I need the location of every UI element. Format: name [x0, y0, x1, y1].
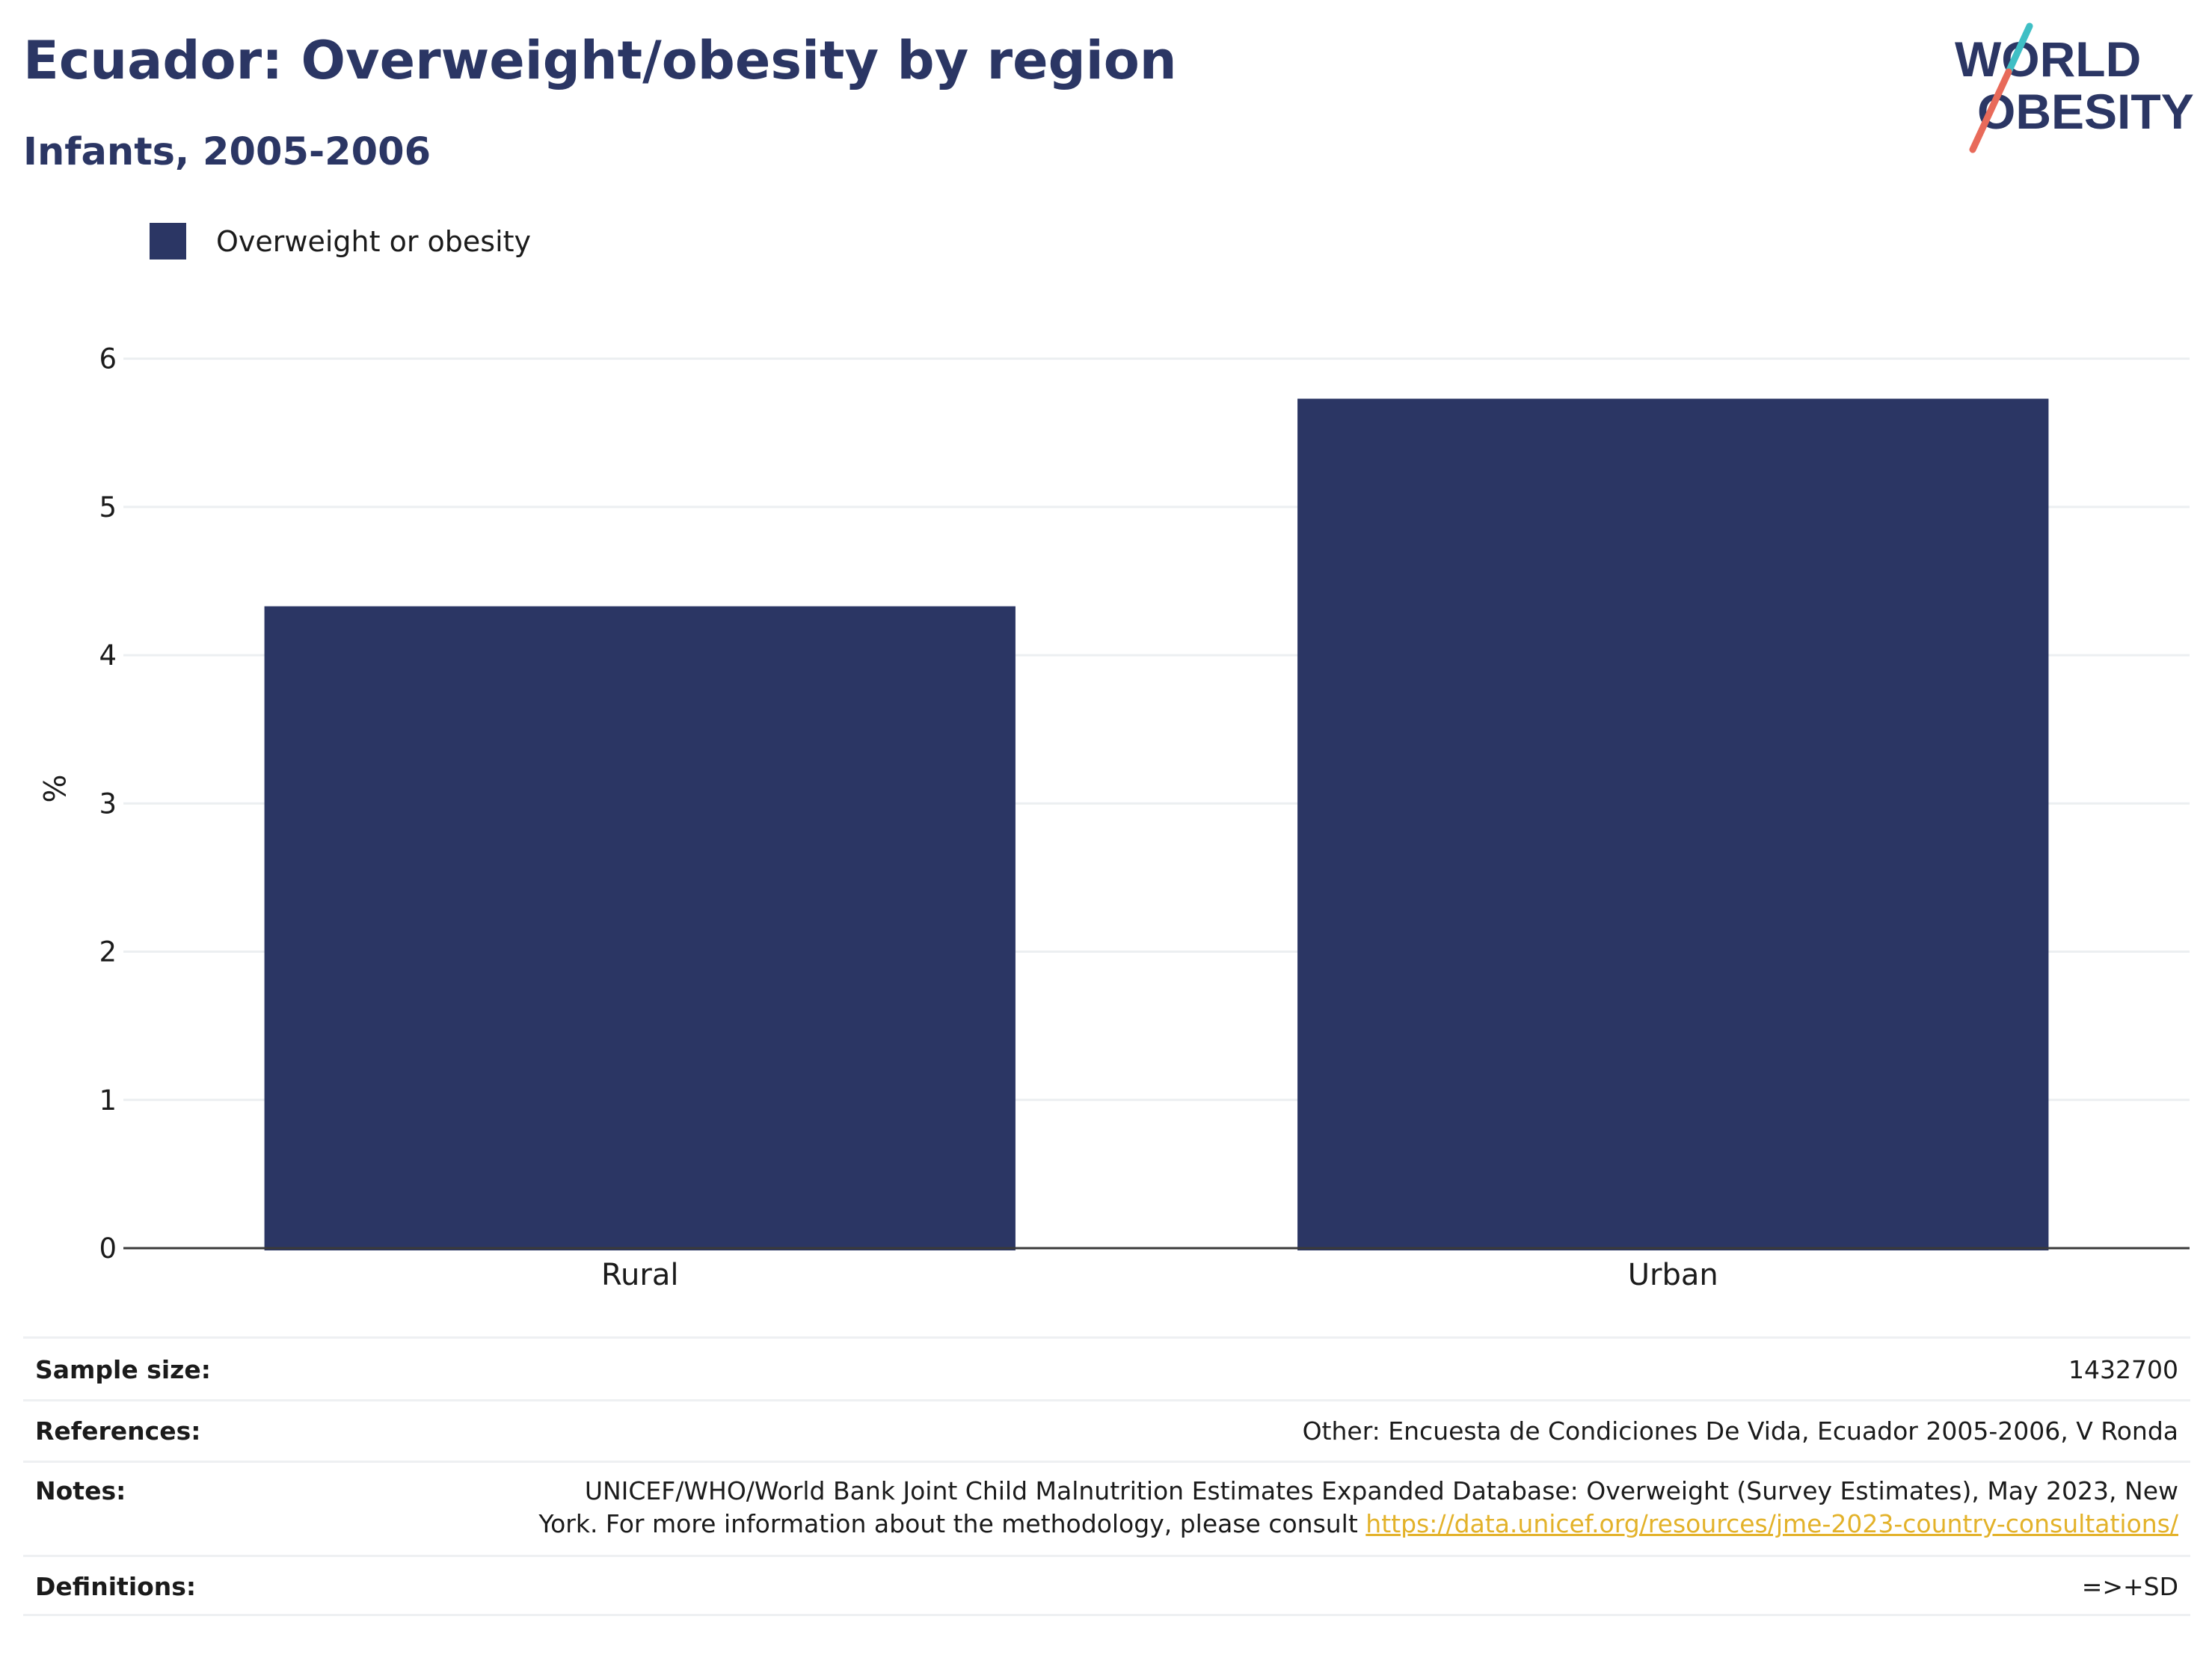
info-row-sample-size: Sample size: 1432700	[23, 1336, 2190, 1399]
x-tick-label: Urban	[1628, 1258, 1718, 1292]
y-tick-label: 5	[99, 491, 117, 523]
legend-swatch	[150, 223, 186, 260]
definitions-value: =>+SD	[2081, 1572, 2178, 1601]
info-row-notes: Notes: UNICEF/WHO/World Bank Joint Child…	[23, 1461, 2190, 1555]
notes-line-2: York. For more information about the met…	[538, 1509, 1358, 1538]
logo-word-world: WORLD	[1955, 31, 2141, 87]
references-value: Other: Encuesta de Condiciones De Vida, …	[1302, 1416, 2178, 1446]
legend: Overweight or obesity	[150, 223, 531, 260]
legend-label: Overweight or obesity	[216, 224, 532, 258]
logo-slash-teal	[2005, 22, 2033, 76]
y-tick-label: 0	[99, 1232, 117, 1265]
references-label: References:	[35, 1416, 201, 1446]
x-tick-label: Rural	[601, 1258, 678, 1292]
notes-line-1: UNICEF/WHO/World Bank Joint Child Malnut…	[584, 1476, 2178, 1505]
y-tick-label: 3	[99, 787, 117, 820]
notes-label: Notes:	[35, 1476, 126, 1505]
notes-methodology-link[interactable]: https://data.unicef.org/resources/jme-20…	[1365, 1509, 2178, 1538]
world-obesity-logo: WORLD OBESITY	[1955, 22, 2194, 153]
y-tick-label: 2	[99, 936, 117, 968]
bar-rural	[264, 606, 1016, 1250]
bar-urban	[1297, 399, 2049, 1250]
y-tick-label: 4	[99, 639, 117, 672]
info-table: Sample size: 1432700 References: Other: …	[23, 1336, 2190, 1616]
logo-word-obesity: OBESITY	[1977, 84, 2194, 139]
chart-title: Ecuador: Overweight/obesity by region	[23, 30, 1177, 91]
y-axis-title: %	[36, 774, 70, 802]
chart-subtitle: Infants, 2005-2006	[23, 130, 431, 174]
info-row-definitions: Definitions: =>+SD	[23, 1555, 2190, 1616]
y-tick-label: 1	[99, 1084, 117, 1117]
definitions-label: Definitions:	[35, 1572, 197, 1601]
notes-value: UNICEF/WHO/World Bank Joint Child Malnut…	[538, 1475, 2178, 1541]
sample-size-value: 1432700	[2068, 1355, 2178, 1384]
logo-slash-coral	[1969, 68, 2012, 153]
bar-chart: 0 1 2 3 4 5 6 Rural Urban%	[36, 343, 2190, 1292]
info-row-references: References: Other: Encuesta de Condicion…	[23, 1399, 2190, 1461]
sample-size-label: Sample size:	[35, 1355, 211, 1384]
y-tick-label: 6	[99, 343, 117, 375]
